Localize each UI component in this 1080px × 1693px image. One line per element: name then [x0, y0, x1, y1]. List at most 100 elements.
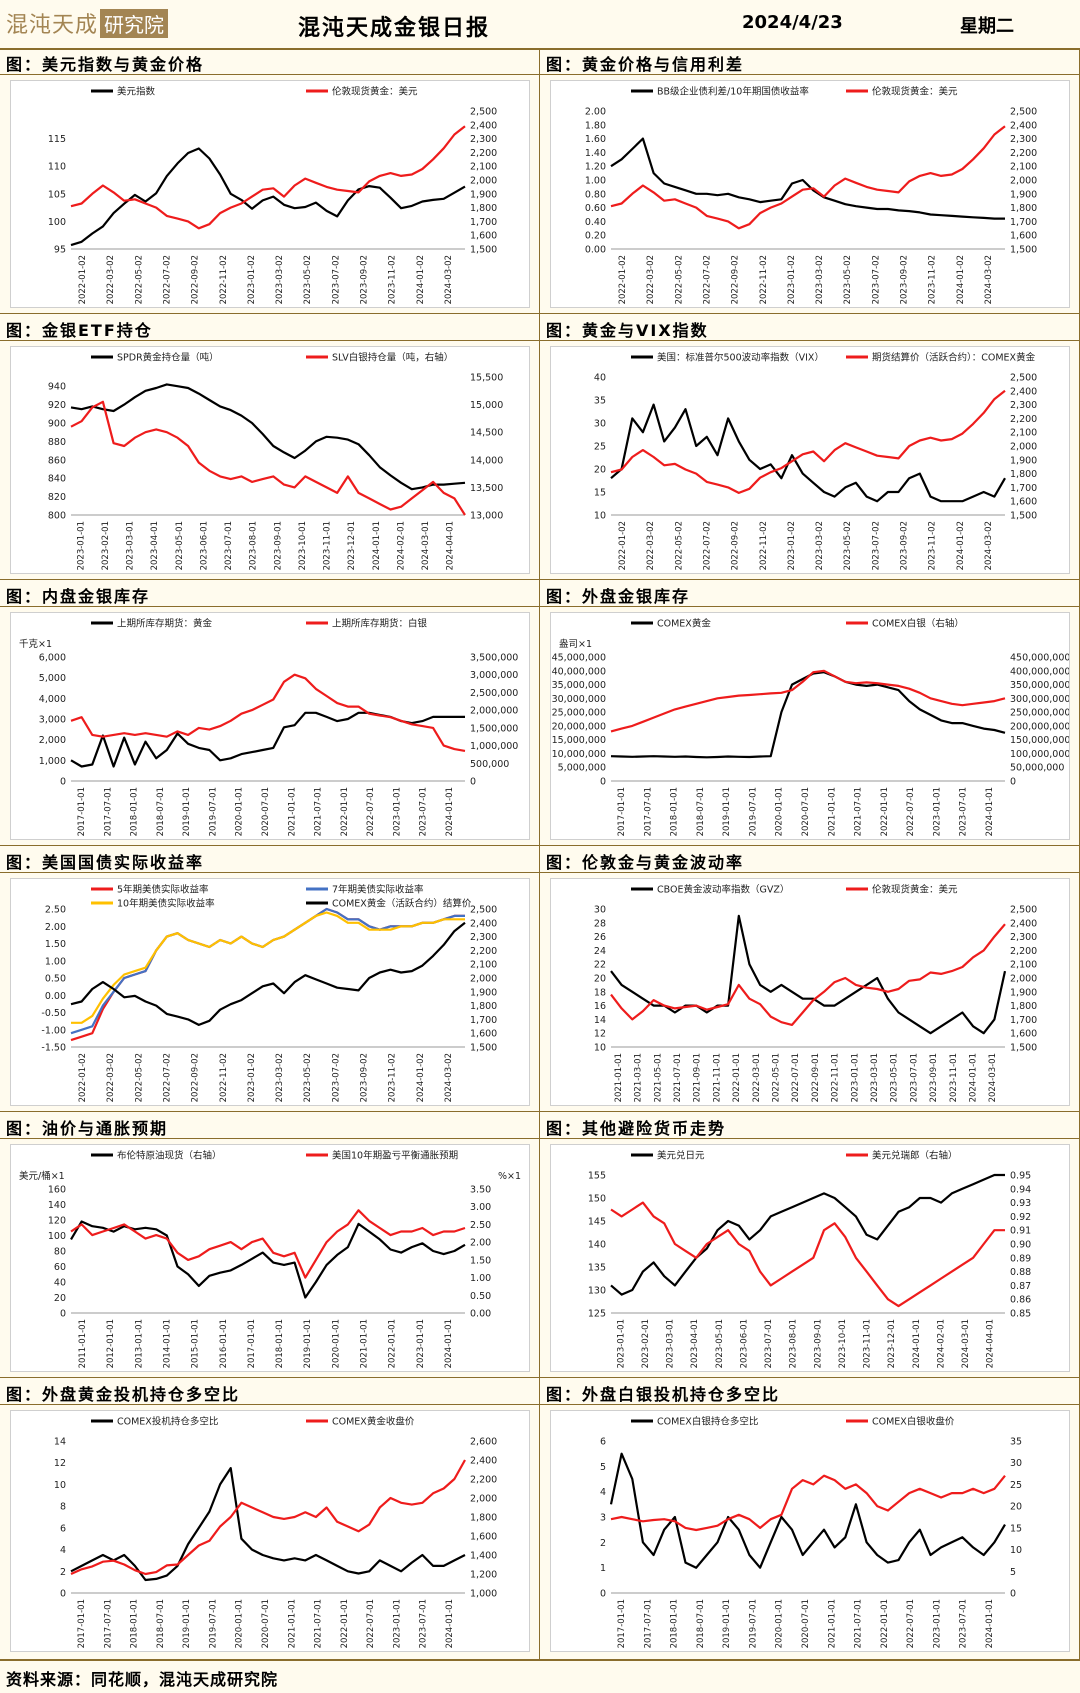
chart-title: 图：黄金价格与信用利差	[546, 55, 745, 74]
right-tick-label: 2,200	[1010, 946, 1037, 957]
x-tick-label: 2022-11-02	[219, 1053, 229, 1102]
x-tick-label: 2022-03-02	[106, 1053, 116, 1102]
right-tick-label: 2,200	[470, 1475, 497, 1486]
plot-area: COMEX投机持仓多空比 COMEX黄金收盘价 0 2 4 6 8 10 12 14 1,000 1,…	[10, 1410, 530, 1652]
chart-svg: COMEX投机持仓多空比 COMEX黄金收盘价 0 2 4 6 8 10 12 14 1,000 1,…	[54, 1416, 497, 1649]
series-line	[70, 125, 466, 230]
right-tick-label: 2,200	[1010, 148, 1037, 159]
right-tick-label: 0.86	[1010, 1295, 1031, 1306]
chart-title: 图：金银ETF持仓	[6, 321, 153, 340]
left-tick-label: 10,000,000	[552, 749, 606, 760]
left-tick-label: 10	[594, 1043, 606, 1054]
x-tick-label: 2022-09-02	[191, 1053, 201, 1102]
right-tick-label: 1,500,000	[470, 723, 518, 734]
x-tick-label: 2024-01-02	[956, 521, 966, 570]
x-tick-label: 2023-09-02	[360, 255, 370, 304]
series-line	[610, 403, 1006, 503]
left-tick-label: 3	[600, 1513, 606, 1524]
left-tick-label: 14	[594, 1015, 606, 1026]
left-tick-label: 3,000	[39, 715, 66, 726]
x-tick-label: 2023-09-02	[360, 1053, 370, 1102]
left-tick-label: 8	[60, 1502, 66, 1513]
right-tick-label: 1,500	[1010, 245, 1037, 256]
logo-text: 混沌天成	[6, 13, 99, 38]
plot-area: CBOE黄金波动率指数（GVZ） 伦敦现货黄金：美元 10 12 14 16 18 20 22 2…	[550, 878, 1070, 1106]
legend-label: SLV白银持仓量（吨，右轴）	[332, 352, 453, 364]
series-line	[610, 125, 1006, 230]
x-tick-label: 2023-12-01	[887, 1319, 897, 1368]
chart-svg: 美元兑日元 美元兑瑞郎（右轴） 125 130 135 140 145 150 155 0.85 0…	[588, 1150, 1031, 1369]
left-tick-label: 25,000,000	[552, 708, 606, 719]
right-tick-label: 0.93	[1010, 1198, 1031, 1209]
right-tick-label: 15,500	[470, 373, 503, 384]
legend-label: 伦敦现货黄金：美元	[872, 884, 958, 896]
right-tick-label: 2,500	[1010, 905, 1037, 916]
x-tick-label: 2024-02-01	[936, 1319, 946, 1368]
left-tick-label: 100	[48, 217, 66, 228]
x-tick-label: 2024-01-01	[968, 1053, 978, 1102]
x-tick-label: 2023-11-01	[863, 1319, 873, 1368]
right-tick-label: 0.85	[1010, 1309, 1031, 1320]
x-tick-label: 2023-10-01	[298, 521, 308, 570]
legend-label: COMEX黄金（活跃合约）结算价	[332, 898, 472, 910]
right-tick-label: 2,600	[470, 1437, 497, 1448]
x-tick-label: 2023-07-02	[331, 1053, 341, 1102]
x-tick-label: 2019-07-01	[208, 787, 218, 836]
right-tick-label: 2,000,000	[470, 706, 518, 717]
chart-title: 图：油价与通胀预期	[6, 1119, 169, 1138]
x-tick-label: 2023-05-02	[843, 255, 853, 304]
x-tick-label: 2022-01-02	[78, 255, 88, 304]
legend-label: 10年期美债实际收益率	[117, 898, 215, 910]
chart-title: 图：外盘白银投机持仓多空比	[546, 1385, 781, 1404]
right-tick-label: 2,100	[470, 162, 497, 173]
x-tick-label: 2017-07-01	[103, 1599, 113, 1648]
x-tick-label: 2022-05-02	[674, 521, 684, 570]
right-tick-label: 1,900	[1010, 189, 1037, 200]
x-tick-label: 2023-05-02	[303, 255, 313, 304]
x-tick-label: 2018-01-01	[275, 1319, 285, 1368]
x-tick-label: 2022-01-01	[880, 1599, 890, 1648]
left-tick-label: 14	[54, 1437, 66, 1448]
x-tick-label: 2023-07-01	[959, 1599, 969, 1648]
plot-area: 美国：标准普尔500波动率指数（VIX） 期货结算价（活跃合约）：COMEX黄金 1…	[550, 346, 1070, 574]
left-tick-label: 2	[600, 1538, 606, 1549]
plot-area: BB级企业债利差/10年期国债收益率 伦敦现货黄金：美元 0.00 0.20 0.40 0…	[550, 80, 1070, 308]
x-tick-label: 2023-07-01	[419, 787, 429, 836]
right-tick-label: 1,600	[1010, 1029, 1037, 1040]
x-tick-label: 2022-07-01	[906, 1599, 916, 1648]
right-tick-label: 1,500	[470, 1043, 497, 1054]
x-tick-label: 2022-07-01	[791, 1053, 801, 1102]
x-tick-label: 2023-01-02	[247, 255, 257, 304]
left-tick-label: 0.50	[45, 974, 66, 985]
series-line	[70, 147, 466, 247]
plot-area: SPDR黄金持仓量（吨） SLV白银持仓量（吨，右轴） 800 820 840 860 88…	[10, 346, 530, 574]
x-tick-label: 2024-03-02	[444, 1053, 454, 1102]
left-tick-label: 1.80	[585, 120, 606, 131]
legend-label: COMEX白银（右轴）	[872, 618, 964, 630]
left-tick-label: 20	[594, 465, 606, 476]
right-tick-label: 20	[1010, 1502, 1022, 1513]
right-tick-label: 35	[1010, 1437, 1022, 1448]
series-line	[70, 1466, 466, 1582]
plot-area: 美元指数 伦敦现货黄金：美元 95 100 105 110 115 1,500 1,600 1,7…	[10, 80, 530, 308]
x-tick-label: 2022-05-02	[674, 255, 684, 304]
series-line	[610, 389, 1006, 494]
series-line	[610, 1201, 1005, 1308]
right-tick-label: 2,000	[470, 974, 497, 985]
x-tick-label: 2024-01-02	[416, 255, 426, 304]
x-tick-label: 2024-01-01	[912, 1319, 922, 1368]
x-tick-label: 2021-09-01	[693, 1053, 703, 1102]
x-tick-label: 2023-04-01	[690, 1319, 700, 1368]
series-line	[610, 669, 1006, 733]
right-tick-label: 1,800	[1010, 1001, 1037, 1012]
right-tick-label: 14,500	[470, 428, 503, 439]
legend-label: BB级企业债利差/10年期国债收益率	[657, 86, 809, 98]
x-tick-label: 2023-03-02	[815, 521, 825, 570]
legend-label: 5年期美债实际收益率	[117, 884, 209, 896]
left-tick-label: 26	[594, 932, 606, 943]
left-axis-unit: 盎司×1	[559, 638, 592, 650]
right-tick-label: 1,900	[470, 189, 497, 200]
right-tick-label: 400,000,000	[1010, 666, 1069, 677]
x-tick-label: 2022-01-02	[618, 255, 628, 304]
